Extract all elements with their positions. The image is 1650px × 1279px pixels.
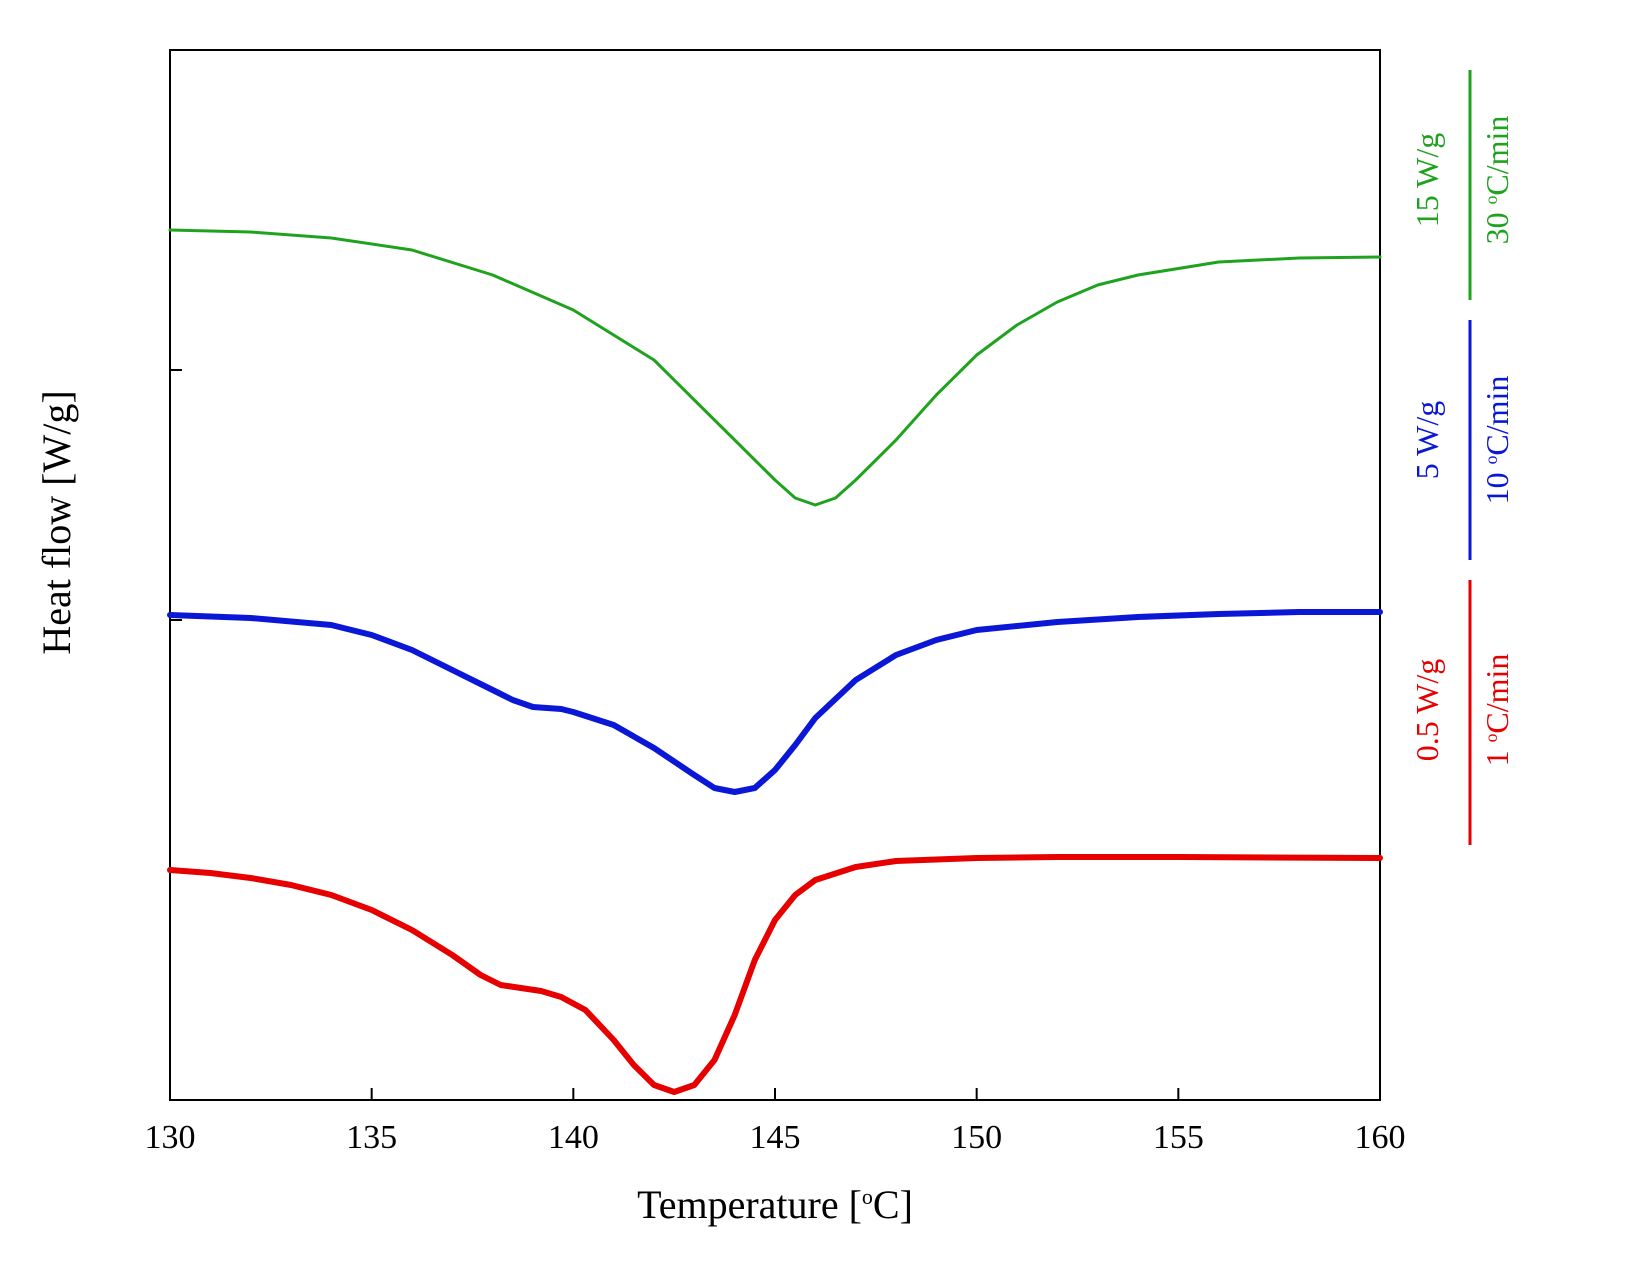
scale-label-top: 0.5 W/g — [1409, 659, 1445, 762]
dsc-chart: 130135140145150155160Temperature [oC]Hea… — [0, 0, 1650, 1279]
scale-label-bottom: 30 oC/min — [1479, 116, 1515, 245]
chart-svg: 130135140145150155160Temperature [oC]Hea… — [0, 0, 1650, 1279]
x-tick-label: 155 — [1153, 1119, 1204, 1156]
x-tick-label: 145 — [750, 1119, 801, 1156]
y-axis-label: Heat flow [W/g] — [34, 390, 79, 654]
x-tick-label: 150 — [951, 1119, 1002, 1156]
scale-label-top: 15 W/g — [1409, 133, 1445, 228]
x-tick-label: 130 — [145, 1119, 196, 1156]
scale-label-bottom: 1 oC/min — [1479, 654, 1515, 767]
x-tick-label: 160 — [1355, 1119, 1406, 1156]
scale-label-top: 5 W/g — [1409, 401, 1445, 480]
x-tick-label: 140 — [548, 1119, 599, 1156]
chart-bg — [0, 0, 1650, 1279]
x-tick-label: 135 — [346, 1119, 397, 1156]
scale-label-bottom: 10 oC/min — [1479, 376, 1515, 505]
